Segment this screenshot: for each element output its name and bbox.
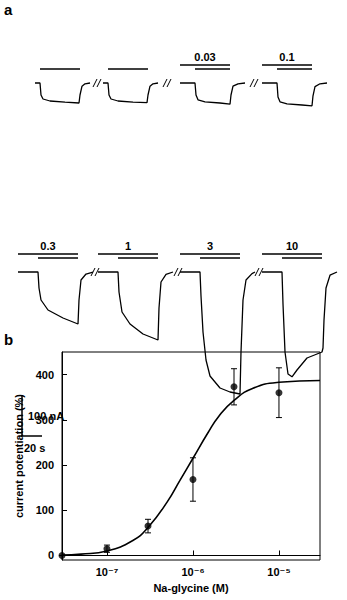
svg-text:10⁻⁶: 10⁻⁶ xyxy=(181,566,204,578)
svg-text:0.1: 0.1 xyxy=(279,51,294,63)
svg-text:0.3: 0.3 xyxy=(40,240,55,252)
svg-text:a: a xyxy=(4,1,13,18)
svg-text:100: 100 xyxy=(36,504,54,516)
svg-text:400: 400 xyxy=(36,369,54,381)
svg-text:200: 200 xyxy=(36,459,54,471)
svg-text:current potentiation (%): current potentiation (%) xyxy=(12,394,25,518)
svg-text:3: 3 xyxy=(207,240,213,252)
svg-text:0.03: 0.03 xyxy=(194,51,215,63)
svg-text:b: b xyxy=(4,331,13,348)
svg-text:1: 1 xyxy=(125,240,131,252)
svg-text:10: 10 xyxy=(286,240,298,252)
svg-text:10⁻⁵: 10⁻⁵ xyxy=(267,566,290,578)
svg-text:Na-glycine (M): Na-glycine (M) xyxy=(153,582,229,594)
svg-text:0: 0 xyxy=(48,549,54,561)
svg-text:100 nA: 100 nA xyxy=(28,410,64,422)
svg-text:20 s: 20 s xyxy=(24,442,45,454)
svg-text:10⁻⁷: 10⁻⁷ xyxy=(96,566,119,578)
